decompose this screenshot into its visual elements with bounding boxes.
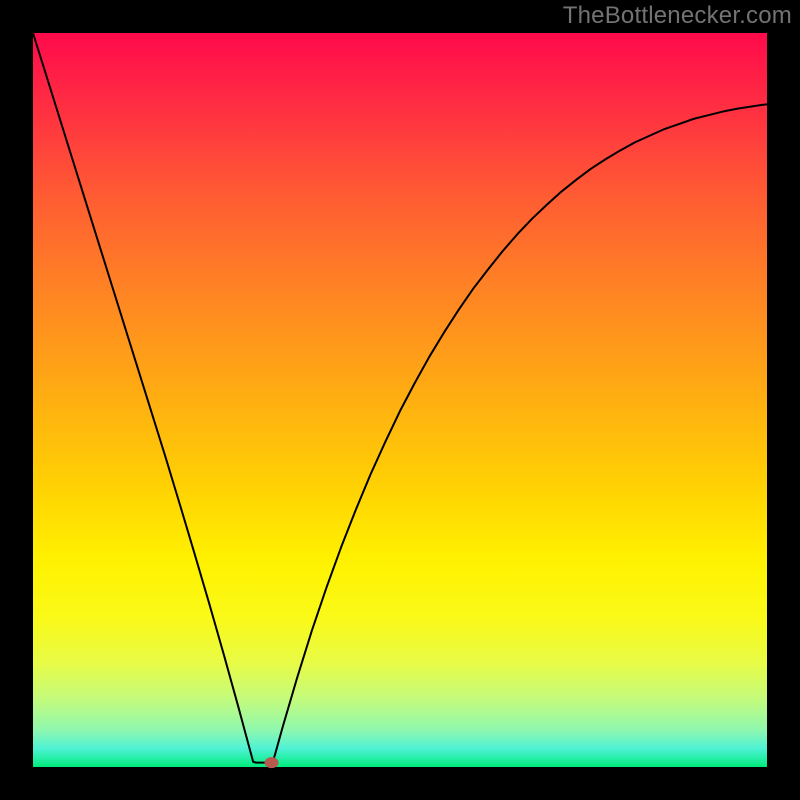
watermark-text: TheBottlenecker.com (563, 2, 792, 30)
chart-container: TheBottlenecker.com (0, 0, 800, 800)
plot-background (33, 33, 767, 767)
optimal-point-marker (265, 757, 279, 768)
bottleneck-chart (0, 0, 800, 800)
